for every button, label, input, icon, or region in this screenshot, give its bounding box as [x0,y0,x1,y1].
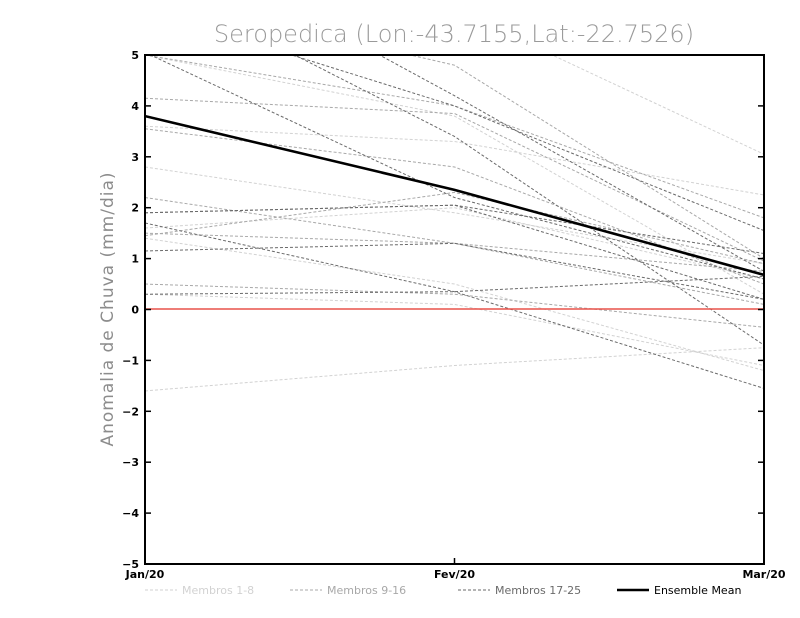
member-line-22 [293,55,764,346]
member-line-2 [145,237,764,372]
x-tick-label: Mar/20 [742,568,785,581]
y-tick-label: 0 [131,304,139,317]
y-tick-label: 2 [131,202,139,215]
member-line-10 [145,128,764,285]
y-tick-label: −4 [122,507,139,520]
y-tick-label: −3 [122,456,139,469]
member-line-19 [145,222,764,389]
member-line-9 [145,191,764,265]
member-line-7 [551,55,764,155]
member-line-17 [145,204,764,300]
y-tick-label: 3 [131,151,139,164]
member-line-15 [408,55,764,260]
member-line-14 [145,232,764,272]
legend-label-2: Membros 9-16 [327,584,406,597]
legend-label-1: Membros 1-8 [182,584,254,597]
y-tick-label: −2 [122,405,139,418]
y-tick-label: −5 [122,558,139,571]
x-axis: Jan/20 Fev/20 Mar/20 [125,558,786,581]
member-line-25 [289,55,764,232]
member-line-5 [145,55,764,295]
y-tick-label: −1 [122,354,139,367]
ensemble-mean-line [145,114,764,277]
legend-label-4: Ensemble Mean [654,584,741,597]
member-line-23 [378,55,764,272]
series-layer [145,55,764,392]
member-line-18 [145,275,764,295]
x-tick-label: Fev/20 [434,568,475,581]
y-tick-label: 5 [131,49,139,62]
y-axis-label: Anomalia de Chuva (mm/dia) [98,171,118,446]
legend: Membros 1-8 Membros 9-16 Membros 17-25 Ense… [145,584,741,597]
member-line-1 [145,347,764,392]
x-tick-label: Jan/20 [125,568,165,581]
y-tick-label: 4 [131,100,139,113]
y-axis: −5 −4 −3 −2 −1 0 1 2 3 4 5 [122,49,764,571]
legend-label-3: Membros 17-25 [495,584,581,597]
y-tick-label: 1 [131,253,139,266]
member-line-6 [145,207,764,280]
member-line-13 [145,283,764,328]
member-line-20 [149,55,764,280]
member-line-11 [145,197,764,305]
chart-title: Seropedica (Lon:-43.7155,Lat:-22.7526) [214,20,694,48]
